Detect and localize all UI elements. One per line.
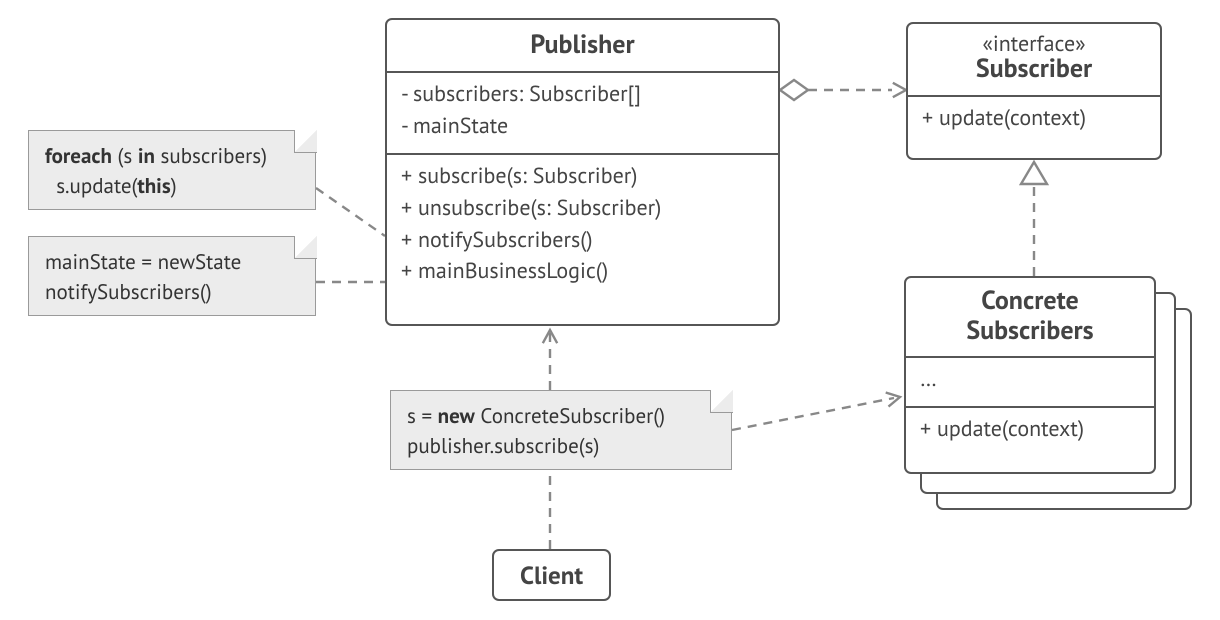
publisher-title: Publisher [387, 20, 778, 71]
note-mainstate-body: mainState = newStatenotifySubscribers() [45, 248, 241, 305]
concrete-title-line2: Subscribers [966, 314, 1093, 347]
note-fold-icon [294, 236, 317, 259]
publisher-fields: - subscribers: Subscriber[]- mainState [387, 71, 778, 153]
client-class: Client [492, 549, 611, 601]
note-client-body: s = new ConcreteSubscriber()publisher.su… [407, 402, 665, 459]
concrete-title: Concrete Subscribers [906, 278, 1154, 356]
note-fold-icon [294, 130, 317, 153]
concrete-fields: … [906, 356, 1154, 406]
publisher-methods: + subscribe(s: Subscriber)+ unsubscribe(… [387, 153, 778, 299]
concrete-subscribers-class: Concrete Subscribers … + update(context) [904, 276, 1156, 474]
note-client: s = new ConcreteSubscriber()publisher.su… [390, 390, 732, 470]
client-title: Client [520, 559, 583, 591]
publisher-class: Publisher - subscribers: Subscriber[]- m… [385, 18, 780, 326]
concrete-methods: + update(context) [906, 406, 1154, 456]
note-foreach: foreach (s in subscribers) s.update(this… [28, 130, 316, 210]
note-fold-icon [710, 390, 733, 413]
subscriber-title: Subscriber [908, 52, 1160, 95]
note-foreach-body: foreach (s in subscribers) s.update(this… [45, 142, 267, 199]
subscriber-interface: «interface» Subscriber + update(context) [906, 22, 1162, 160]
concrete-title-line1: Concrete [981, 284, 1078, 317]
subscriber-methods: + update(context) [908, 95, 1160, 145]
note-mainstate: mainState = newStatenotifySubscribers() [28, 236, 316, 316]
